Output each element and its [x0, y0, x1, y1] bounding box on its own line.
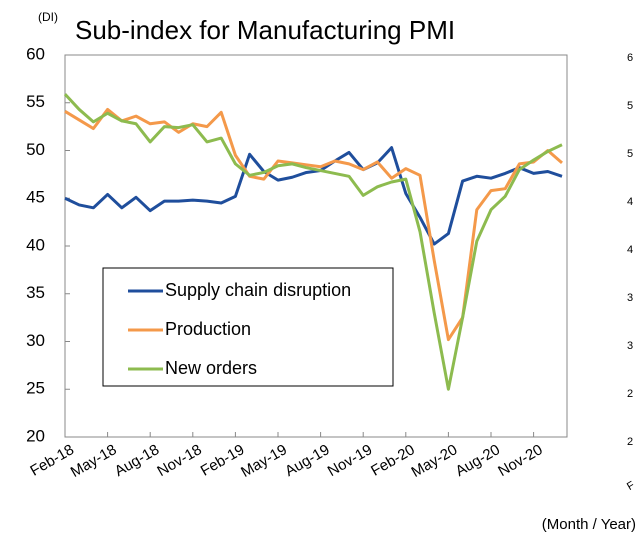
x-tick-label: Feb-20: [368, 441, 418, 479]
y-tick-label: 40: [26, 235, 45, 254]
clipped-tick-label: 2: [627, 436, 633, 448]
legend-label: Supply chain disruption: [165, 280, 351, 300]
y-tick-label: 45: [26, 188, 45, 207]
clipped-tick-label: 4: [627, 244, 633, 256]
clipped-tick-label: 2: [627, 388, 633, 400]
x-tick-label: Aug-19: [282, 441, 332, 480]
legend-label: Production: [165, 319, 251, 339]
clipped-tick-label: 5: [627, 100, 633, 112]
x-tick-label: May-20: [409, 441, 461, 481]
clipped-tick-label: 5: [627, 148, 633, 160]
x-tick-label: May-19: [238, 441, 290, 481]
x-tick-label: Aug-20: [453, 441, 503, 480]
y-tick-label: 60: [26, 44, 45, 63]
clipped-tick-label: 4: [627, 196, 633, 208]
y-tick-label: 25: [26, 379, 45, 398]
x-axis-label: (Month / Year): [542, 516, 636, 533]
y-tick-label: 35: [26, 283, 45, 302]
y-tick-label: 30: [26, 331, 45, 350]
legend-label: New orders: [165, 358, 257, 378]
legend-box: [102, 267, 394, 387]
clipped-tick-label: 3: [627, 340, 633, 352]
x-tick-label: Feb-18: [27, 441, 77, 479]
x-tick-label: May-18: [68, 441, 120, 481]
x-tick-label: Aug-18: [112, 441, 162, 480]
series-line: [64, 146, 563, 246]
series-line: [64, 107, 563, 342]
clipped-x-label: F: [625, 479, 637, 493]
clipped-tick-label: 6: [627, 52, 633, 64]
x-tick-label: Nov-19: [325, 441, 375, 480]
y-tick-label: 20: [26, 426, 45, 445]
x-tick-label: Feb-19: [198, 441, 248, 479]
x-tick-label: Nov-18: [154, 441, 204, 480]
y-tick-label: 50: [26, 140, 45, 159]
y-tick-label: 55: [26, 92, 45, 111]
series-line: [63, 93, 563, 391]
chart-title: Sub-index for Manufacturing PMI: [75, 15, 455, 45]
clipped-tick-label: 3: [627, 292, 633, 304]
y-unit: (DI): [38, 10, 58, 24]
x-tick-label: Nov-20: [495, 441, 545, 480]
